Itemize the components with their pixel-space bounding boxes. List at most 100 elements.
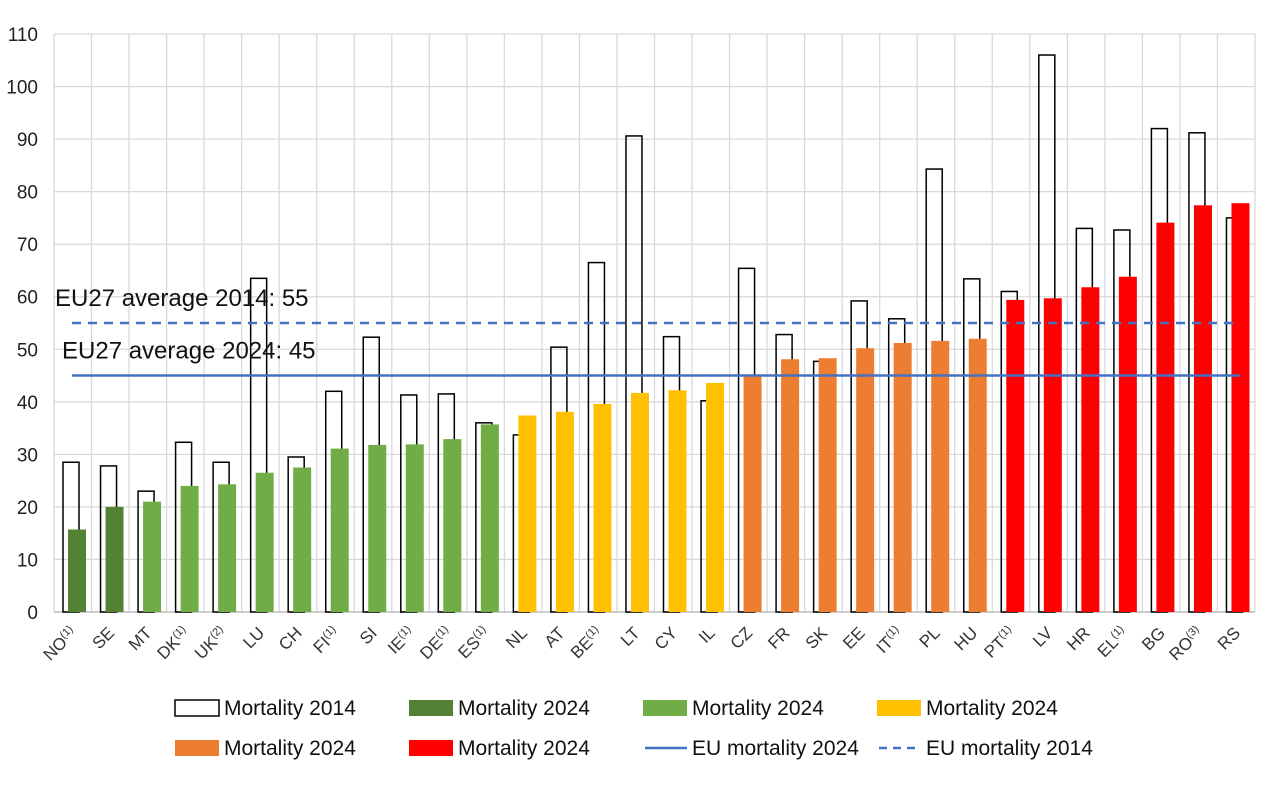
x-tick-label: ES(1) (454, 623, 493, 662)
x-tick-label: RO(3) (1166, 623, 1207, 664)
x-tick-code: RS (1214, 623, 1244, 653)
x-tick-label: AT (541, 623, 569, 651)
legend-swatch (877, 700, 921, 716)
legend-swatch (643, 700, 687, 716)
x-tick-label: CZ (727, 623, 756, 652)
bar-2024 (368, 444, 387, 612)
y-tick-label: 70 (17, 235, 38, 256)
x-tick-code: HU (951, 623, 982, 654)
bar-2024 (1193, 205, 1212, 612)
bar-2024 (781, 359, 800, 612)
x-tick-label: BE(1) (567, 623, 606, 662)
x-tick-label: HU (951, 623, 982, 654)
bar-2024 (1043, 298, 1062, 612)
x-tick-label: NO(1) (40, 623, 81, 664)
bar-2024 (706, 382, 725, 612)
y-tick-label: 50 (17, 340, 38, 361)
x-tick-code: LU (239, 623, 268, 652)
x-tick-code: NL (502, 623, 531, 652)
reference-lines: EU27 average 2014: 55 EU27 average 2024: … (55, 285, 1240, 377)
x-tick-code: CH (275, 623, 306, 654)
x-tick-label: CY (651, 623, 681, 653)
bar-2024 (668, 390, 687, 612)
bar-2024 (1081, 287, 1100, 612)
legend-swatch (409, 740, 453, 756)
x-tick-code: MT (125, 623, 156, 654)
x-tick-label: BG (1138, 623, 1169, 654)
y-tick-label: 80 (17, 183, 38, 204)
bar-2024 (518, 415, 537, 612)
legend: Mortality 2014 Mortality 2024 Mortality 20… (174, 697, 1093, 760)
x-tick-label: RS (1214, 623, 1244, 653)
bar-2024 (555, 411, 574, 612)
bar-2024 (743, 374, 762, 612)
x-tick-code: AT (541, 623, 569, 651)
x-tick-label: EL(1) (1094, 623, 1132, 661)
bar-2024 (180, 485, 199, 612)
bar-2024 (856, 348, 875, 612)
x-tick-label: FI(1) (310, 623, 344, 657)
x-tick-label: IL (695, 623, 718, 646)
x-tick-code: BG (1138, 623, 1169, 654)
bar-2024 (1006, 299, 1025, 612)
y-tick-label: 100 (6, 78, 38, 99)
reference-line-label: EU27 average 2014: 55 (55, 285, 309, 312)
x-tick-code: CZ (727, 623, 756, 652)
y-tick-label: 10 (17, 550, 38, 571)
x-tick-label: MT (125, 623, 156, 654)
bar-2024 (1231, 203, 1250, 613)
x-tick-label: DE(1) (416, 623, 456, 663)
x-tick-label: PL (916, 623, 944, 651)
legend-label: Mortality 2024 (458, 697, 590, 720)
reference-line-label: EU27 average 2024: 45 (62, 338, 316, 365)
x-tick-code: EE (839, 623, 868, 652)
x-tick-code: SI (356, 623, 381, 648)
bar-2024 (1118, 276, 1137, 612)
y-axis: 0 10 20 30 40 50 60 70 80 90 100 110 (6, 25, 38, 624)
x-tick-code: SK (802, 623, 832, 653)
y-tick-label: 90 (17, 130, 38, 151)
y-tick-label: 30 (17, 445, 38, 466)
bar-2024 (893, 342, 912, 612)
x-tick-label: PT(1) (981, 623, 1019, 661)
legend-label: Mortality 2024 (458, 737, 590, 760)
x-tick-label: FR (764, 623, 793, 652)
y-tick-label: 60 (17, 288, 38, 309)
y-tick-label: 20 (17, 498, 38, 519)
x-tick-label: IE(1) (384, 623, 418, 657)
legend-label: EU mortality 2024 (692, 737, 859, 760)
bar-2024 (405, 444, 424, 612)
x-tick-label: EE (839, 623, 868, 652)
bar-2024 (293, 467, 312, 612)
legend-label: Mortality 2024 (224, 737, 356, 760)
bar-2024 (218, 484, 237, 612)
x-tick-label: DK(1) (154, 623, 194, 663)
bar-2024 (968, 338, 987, 612)
bar-2024 (443, 439, 462, 612)
legend-label: Mortality 2024 (926, 697, 1058, 720)
x-tick-label: SE (89, 623, 118, 652)
x-tick-code: SE (89, 623, 118, 652)
x-tick-code: PL (916, 623, 944, 651)
x-tick-label: IT(1) (873, 623, 907, 657)
bar-2024 (818, 358, 837, 612)
bar-2024 (255, 472, 274, 612)
x-tick-label: NL (502, 623, 531, 652)
bar-2024 (330, 448, 349, 612)
bar-2024 (68, 529, 86, 612)
bar-2024 (931, 340, 950, 612)
legend-swatch (175, 740, 219, 756)
bar-2024 (480, 424, 499, 612)
legend-swatch (174, 699, 220, 717)
x-tick-label: LU (239, 623, 268, 652)
x-tick-label: UK(2) (191, 623, 231, 663)
y-tick-label: 40 (17, 393, 38, 414)
bar-2024 (143, 501, 162, 612)
y-tick-label: 0 (27, 603, 38, 624)
x-tick-label: LV (1029, 623, 1057, 651)
x-tick-label: SI (356, 623, 381, 648)
x-tick-code: LT (617, 623, 644, 650)
series-mortality-2024 (68, 203, 1250, 613)
